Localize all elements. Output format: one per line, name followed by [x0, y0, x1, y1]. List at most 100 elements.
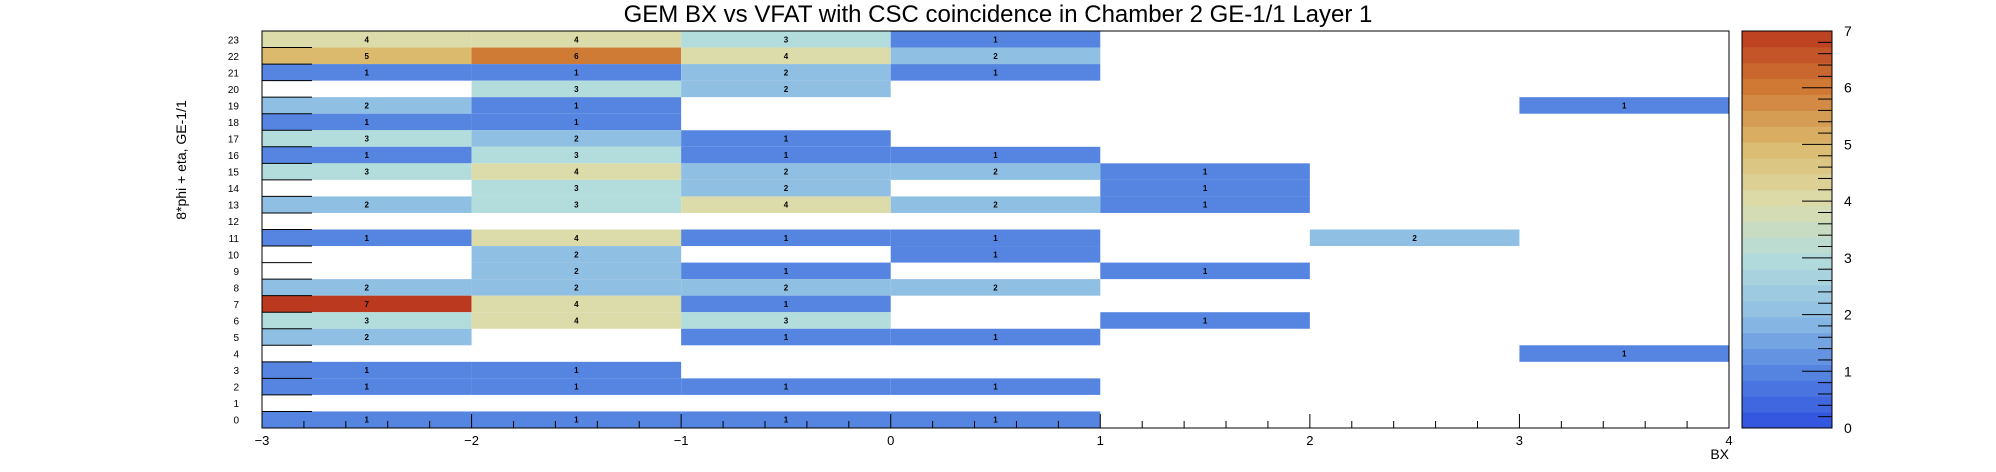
cell-value-label: 4 [574, 300, 579, 309]
heatmap-cell [262, 196, 472, 213]
cell-value-label: 2 [993, 52, 998, 61]
palette-tick-label: 4 [1844, 193, 1852, 209]
cell-value-label: 3 [574, 85, 579, 94]
cell-value-label: 2 [574, 267, 579, 276]
heatmap-cell [471, 378, 682, 395]
y-tick-label: 14 [228, 184, 240, 195]
heatmap-cell [890, 411, 1101, 428]
palette-tick-label: 2 [1844, 307, 1852, 323]
cell-value-label: 1 [993, 151, 998, 160]
palette-frame [1741, 30, 1833, 429]
y-tick-label: 22 [228, 52, 240, 63]
y-tick-label: 23 [228, 35, 240, 46]
y-tick-label: 4 [233, 350, 239, 361]
heatmap-cell [681, 80, 891, 98]
palette-band [1742, 46, 1832, 64]
palette-band [1742, 189, 1832, 207]
heatmap-cell [262, 411, 472, 428]
heatmap-cell [262, 163, 472, 180]
palette-band [1742, 158, 1832, 175]
cell-value-label: 1 [993, 35, 998, 44]
cell-value-label: 1 [1203, 184, 1208, 193]
heatmap-cell [471, 179, 682, 197]
heatmap-cell [1100, 163, 1310, 180]
heatmap-cell [1309, 229, 1520, 247]
heatmap-cell [681, 262, 891, 280]
heatmap-cell [471, 295, 682, 313]
cell-value-label: 1 [1203, 168, 1208, 177]
heatmap-cell [681, 179, 891, 197]
y-tick-label: 2 [233, 383, 239, 394]
palette-band [1742, 237, 1832, 254]
heatmap-cell [471, 262, 682, 280]
heatmap-cell [262, 97, 472, 114]
palette-band [1742, 94, 1832, 111]
palette-tick-label: 1 [1844, 363, 1852, 379]
cell-value-label: 1 [784, 135, 789, 144]
cell-value-label: 1 [365, 118, 370, 127]
heatmap-cell [1100, 196, 1310, 213]
heatmap-cell [262, 295, 472, 313]
cell-value-label: 2 [365, 201, 370, 210]
cell-value-label: 1 [574, 366, 579, 375]
cell-value-label: 2 [365, 101, 370, 110]
heatmap-cell [1519, 345, 1729, 362]
cell-value-label: 1 [365, 151, 370, 160]
cell-value-label: 1 [365, 383, 370, 392]
palette-band [1742, 332, 1832, 350]
heatmap-cell [681, 411, 891, 428]
palette-band [1742, 285, 1832, 302]
heatmap-cell [471, 163, 682, 180]
cell-value-label: 3 [574, 184, 579, 193]
heatmap-cell [471, 64, 682, 81]
heatmap-cell [262, 279, 472, 296]
heatmap-cell [890, 64, 1101, 81]
heatmap-cell [262, 312, 472, 329]
heatmap-cell [471, 97, 682, 114]
cell-value-label: 1 [1622, 101, 1627, 110]
palette-band [1742, 110, 1832, 127]
cell-value-label: 1 [993, 416, 998, 425]
cell-value-label: 4 [365, 35, 370, 44]
cell-value-label: 2 [784, 184, 789, 193]
heatmap-cell [471, 47, 682, 65]
palette-band [1742, 396, 1832, 413]
cell-value-label: 4 [574, 168, 579, 177]
heatmap-cell [681, 47, 891, 65]
y-tick-label: 13 [228, 201, 240, 212]
palette-band [1742, 300, 1832, 318]
heatmap-cell [262, 64, 472, 81]
cell-value-label: 1 [574, 416, 579, 425]
palette-band [1742, 78, 1832, 96]
cell-value-label: 2 [365, 333, 370, 342]
heatmap-cell [890, 229, 1101, 247]
palette-band [1742, 316, 1832, 334]
heatmap-cell [471, 31, 682, 48]
cell-value-label: 3 [574, 151, 579, 160]
heatmap-cell [681, 312, 891, 329]
palette-band [1742, 31, 1832, 48]
y-tick-label: 10 [228, 250, 240, 261]
cell-value-label: 6 [574, 52, 579, 61]
cell-value-label: 1 [574, 68, 579, 77]
heatmap-cell [890, 146, 1101, 164]
y-tick-label: 6 [233, 316, 239, 327]
heatmap-cell [890, 31, 1101, 48]
cell-value-label: 1 [365, 234, 370, 243]
palette-band [1742, 412, 1832, 429]
cell-value-label: 1 [365, 416, 370, 425]
palette-tick-label: 7 [1844, 23, 1852, 39]
y-tick-label: 8 [233, 283, 239, 294]
y-tick-label: 16 [228, 151, 240, 162]
y-tick-label: 7 [233, 300, 239, 311]
heatmap-cell [262, 378, 472, 395]
cell-value-label: 1 [1622, 350, 1627, 359]
cell-value-label: 2 [365, 283, 370, 292]
palette-band [1742, 205, 1832, 223]
cell-value-label: 2 [1412, 234, 1417, 243]
cell-value-label: 2 [784, 85, 789, 94]
y-tick-label: 18 [228, 118, 240, 129]
heatmap-cell [262, 113, 472, 131]
x-tick-label: −2 [464, 433, 479, 448]
heatmap-cell [681, 130, 891, 147]
